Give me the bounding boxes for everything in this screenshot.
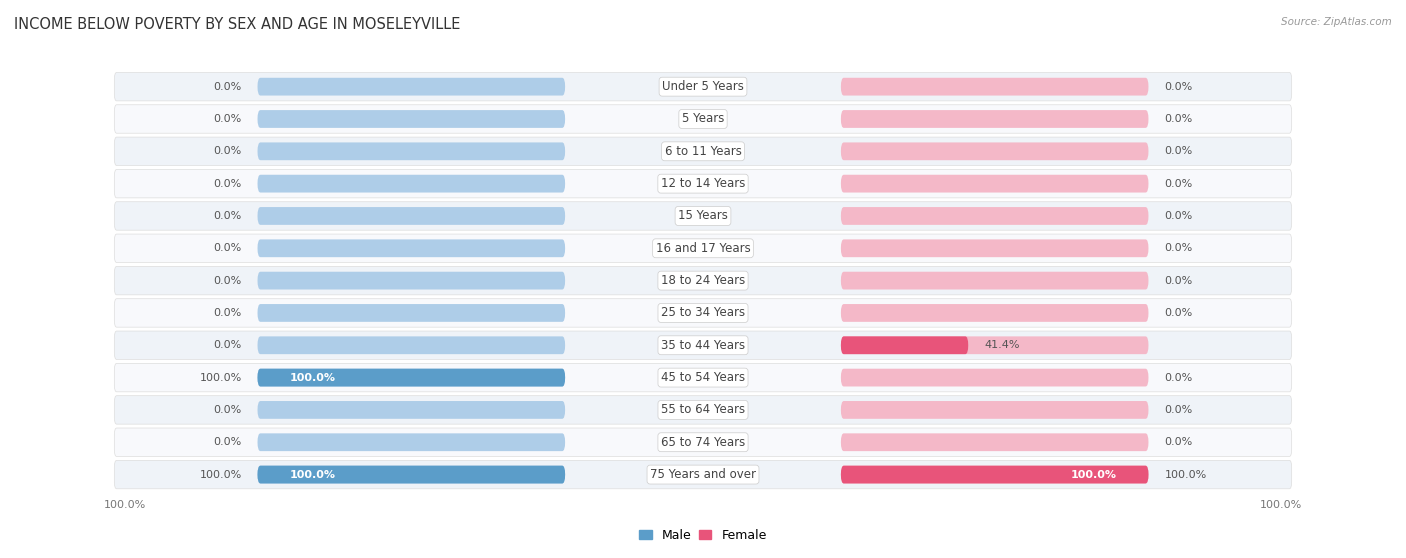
Text: 100.0%: 100.0% [290, 470, 336, 479]
FancyBboxPatch shape [257, 110, 565, 128]
Text: 0.0%: 0.0% [1164, 179, 1192, 189]
Text: 5 Years: 5 Years [682, 113, 724, 126]
Text: 100.0%: 100.0% [1070, 470, 1116, 479]
Text: 0.0%: 0.0% [1164, 405, 1192, 415]
Text: 16 and 17 Years: 16 and 17 Years [655, 242, 751, 255]
FancyBboxPatch shape [841, 369, 1149, 387]
Text: 15 Years: 15 Years [678, 209, 728, 223]
Text: 0.0%: 0.0% [214, 243, 242, 253]
Text: 75 Years and over: 75 Years and over [650, 468, 756, 481]
FancyBboxPatch shape [257, 142, 565, 160]
Text: 0.0%: 0.0% [1164, 308, 1192, 318]
FancyBboxPatch shape [257, 207, 565, 225]
Text: 35 to 44 Years: 35 to 44 Years [661, 339, 745, 352]
FancyBboxPatch shape [841, 239, 1149, 257]
FancyBboxPatch shape [841, 466, 1149, 483]
Text: 0.0%: 0.0% [214, 114, 242, 124]
FancyBboxPatch shape [257, 272, 565, 290]
Text: 100.0%: 100.0% [200, 470, 242, 479]
Text: 0.0%: 0.0% [1164, 437, 1192, 448]
Text: 0.0%: 0.0% [214, 437, 242, 448]
FancyBboxPatch shape [841, 336, 969, 354]
FancyBboxPatch shape [114, 428, 1292, 456]
Text: 100.0%: 100.0% [1164, 470, 1206, 479]
Text: 0.0%: 0.0% [1164, 81, 1192, 92]
FancyBboxPatch shape [841, 78, 1149, 95]
FancyBboxPatch shape [841, 110, 1149, 128]
Legend: Male, Female: Male, Female [637, 527, 769, 545]
Text: 45 to 54 Years: 45 to 54 Years [661, 371, 745, 384]
FancyBboxPatch shape [114, 331, 1292, 359]
FancyBboxPatch shape [114, 105, 1292, 133]
FancyBboxPatch shape [257, 239, 565, 257]
Text: 6 to 11 Years: 6 to 11 Years [665, 145, 741, 158]
FancyBboxPatch shape [841, 401, 1149, 419]
Text: 0.0%: 0.0% [214, 405, 242, 415]
FancyBboxPatch shape [114, 73, 1292, 101]
Text: 65 to 74 Years: 65 to 74 Years [661, 436, 745, 449]
Text: 55 to 64 Years: 55 to 64 Years [661, 403, 745, 416]
Text: 100.0%: 100.0% [104, 501, 146, 510]
Text: 12 to 14 Years: 12 to 14 Years [661, 177, 745, 190]
FancyBboxPatch shape [841, 175, 1149, 193]
FancyBboxPatch shape [257, 369, 565, 387]
Text: 0.0%: 0.0% [214, 211, 242, 221]
FancyBboxPatch shape [257, 401, 565, 419]
Text: 0.0%: 0.0% [1164, 114, 1192, 124]
FancyBboxPatch shape [257, 78, 565, 95]
FancyBboxPatch shape [841, 466, 1149, 483]
FancyBboxPatch shape [841, 336, 1149, 354]
FancyBboxPatch shape [114, 396, 1292, 424]
Text: 18 to 24 Years: 18 to 24 Years [661, 274, 745, 287]
FancyBboxPatch shape [114, 137, 1292, 166]
FancyBboxPatch shape [257, 175, 565, 193]
Text: 41.4%: 41.4% [984, 340, 1019, 350]
Text: Source: ZipAtlas.com: Source: ZipAtlas.com [1281, 17, 1392, 27]
FancyBboxPatch shape [114, 299, 1292, 327]
FancyBboxPatch shape [841, 304, 1149, 322]
FancyBboxPatch shape [257, 336, 565, 354]
FancyBboxPatch shape [114, 460, 1292, 489]
FancyBboxPatch shape [841, 272, 1149, 290]
Text: 25 to 34 Years: 25 to 34 Years [661, 306, 745, 319]
FancyBboxPatch shape [257, 304, 565, 322]
Text: 0.0%: 0.0% [1164, 211, 1192, 221]
Text: 100.0%: 100.0% [1260, 501, 1302, 510]
FancyBboxPatch shape [257, 369, 565, 387]
Text: 0.0%: 0.0% [1164, 373, 1192, 383]
FancyBboxPatch shape [257, 466, 565, 483]
FancyBboxPatch shape [841, 434, 1149, 451]
FancyBboxPatch shape [841, 142, 1149, 160]
Text: 0.0%: 0.0% [214, 308, 242, 318]
FancyBboxPatch shape [114, 266, 1292, 295]
Text: Under 5 Years: Under 5 Years [662, 80, 744, 93]
Text: 100.0%: 100.0% [200, 373, 242, 383]
FancyBboxPatch shape [114, 202, 1292, 230]
Text: 0.0%: 0.0% [214, 81, 242, 92]
Text: 0.0%: 0.0% [214, 276, 242, 286]
FancyBboxPatch shape [257, 466, 565, 483]
Text: 0.0%: 0.0% [1164, 146, 1192, 156]
Text: INCOME BELOW POVERTY BY SEX AND AGE IN MOSELEYVILLE: INCOME BELOW POVERTY BY SEX AND AGE IN M… [14, 17, 460, 32]
Text: 0.0%: 0.0% [214, 340, 242, 350]
Text: 0.0%: 0.0% [214, 146, 242, 156]
FancyBboxPatch shape [114, 234, 1292, 262]
FancyBboxPatch shape [114, 363, 1292, 392]
Text: 0.0%: 0.0% [214, 179, 242, 189]
FancyBboxPatch shape [257, 434, 565, 451]
Text: 0.0%: 0.0% [1164, 276, 1192, 286]
Text: 100.0%: 100.0% [290, 373, 336, 383]
Text: 0.0%: 0.0% [1164, 243, 1192, 253]
FancyBboxPatch shape [841, 207, 1149, 225]
FancyBboxPatch shape [114, 170, 1292, 198]
